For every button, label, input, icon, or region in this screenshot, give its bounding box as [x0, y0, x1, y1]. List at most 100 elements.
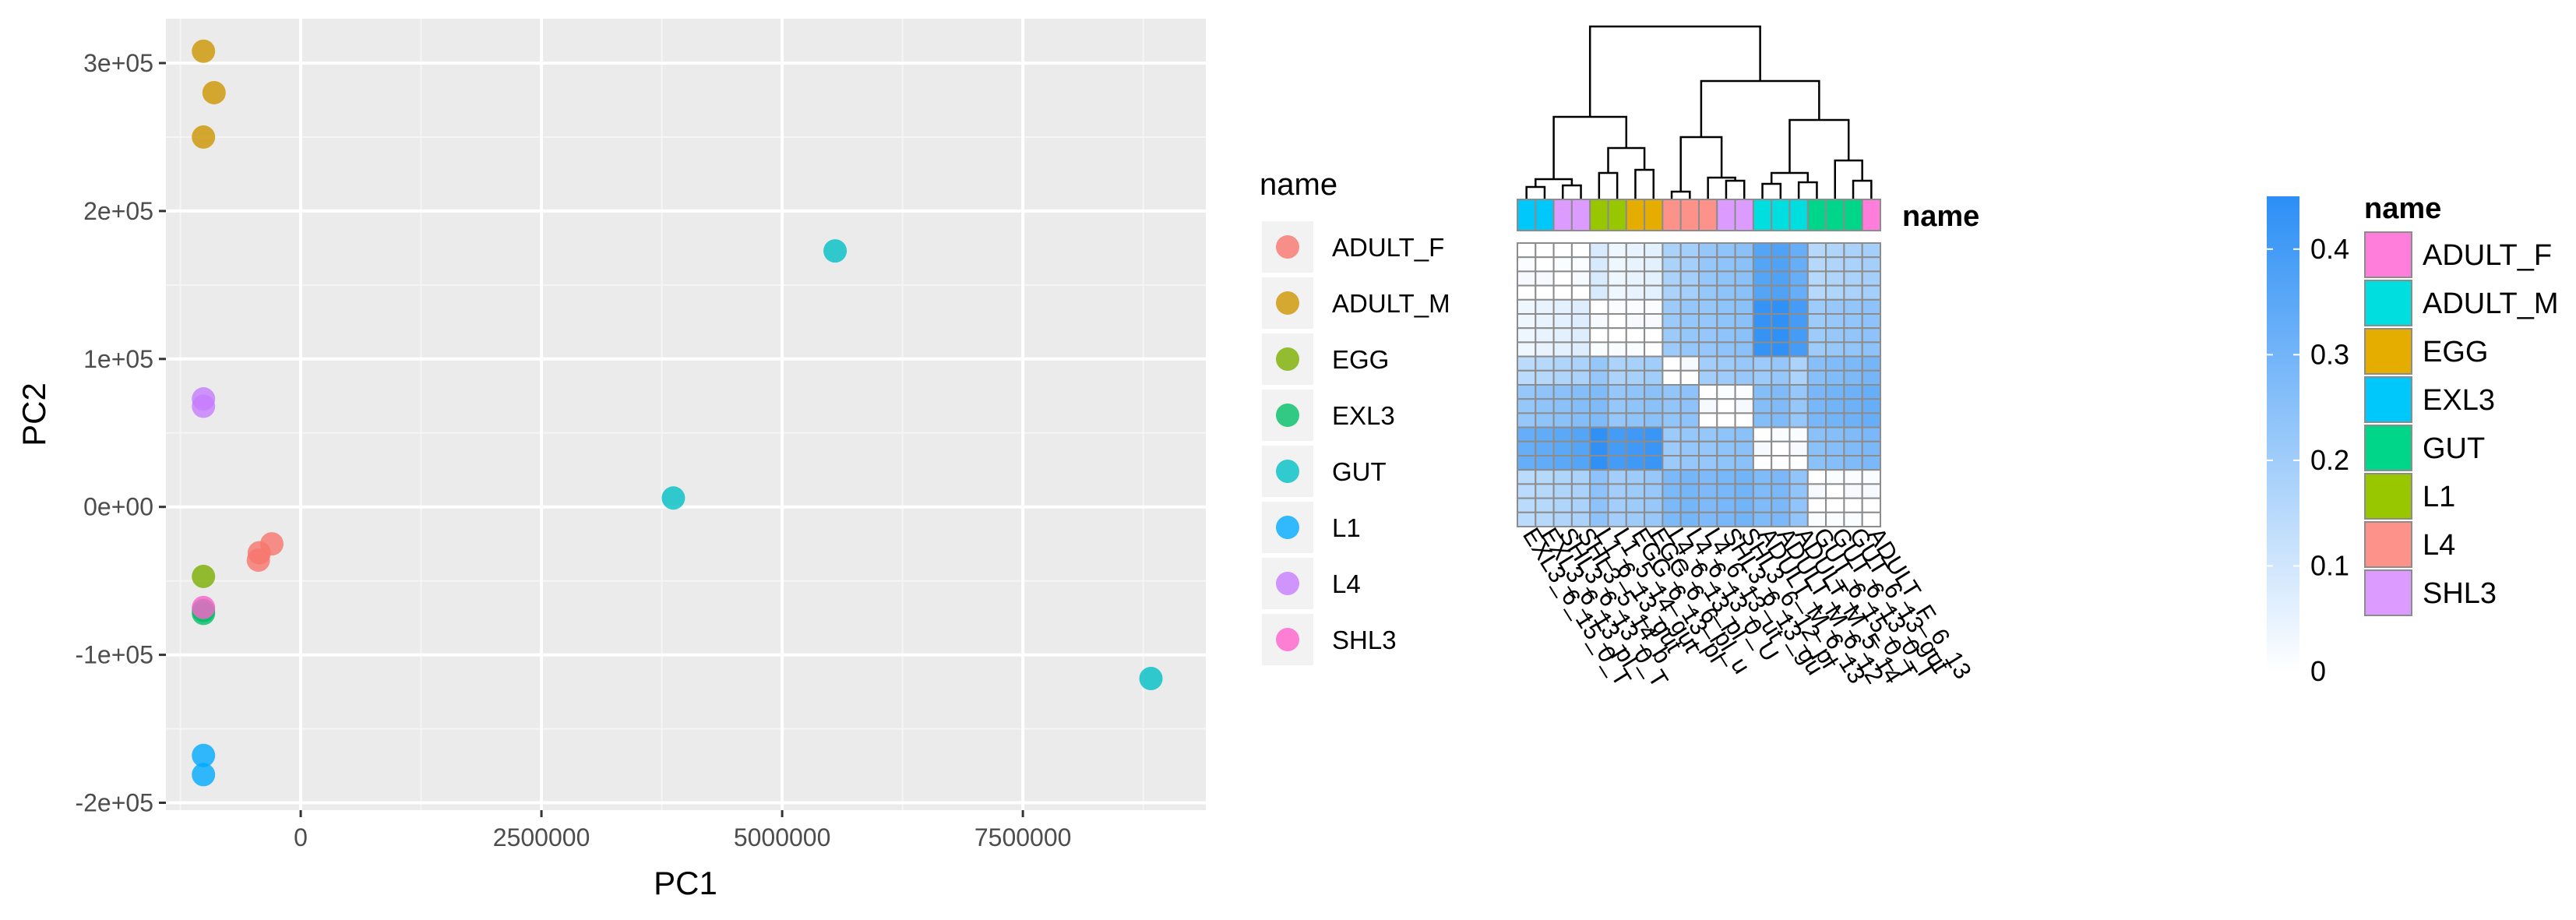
heatmap-cell: [1570, 440, 1591, 456]
heatmap-cell: [1698, 412, 1718, 428]
heatmap-cell: [1679, 412, 1700, 428]
heatmap-cell: [1788, 440, 1809, 456]
heatmap-cell: [1552, 426, 1573, 442]
y-tick-label: 0e+00: [83, 493, 153, 521]
heatmap-cell: [1843, 483, 1863, 499]
heatmap-cell: [1771, 284, 1791, 301]
y-axis-title: PC2: [16, 382, 52, 446]
heatmap-cell: [1517, 426, 1537, 442]
heatmap-cell: [1679, 270, 1700, 287]
heatmap-cell: [1861, 455, 1881, 471]
heatmap-cell: [1716, 497, 1736, 513]
heatmap-cell: [1843, 242, 1863, 259]
heatmap-cell: [1589, 242, 1609, 259]
heatmap-cell: [1698, 355, 1718, 372]
heatmap-cell: [1752, 384, 1773, 400]
heatmap-cell: [1734, 284, 1754, 301]
heatmap-cell: [1607, 242, 1627, 259]
data-points: [192, 39, 1163, 787]
heatmap-cell: [1570, 483, 1591, 499]
colorbar-tick-label: 0: [2310, 655, 2326, 687]
dendrogram-branch: [1725, 179, 1746, 199]
heatmap-cell: [1771, 341, 1791, 358]
x-tick-label: 7500000: [974, 823, 1072, 851]
heatmap-cell: [1625, 355, 1646, 372]
annotation-cell: [1771, 199, 1791, 231]
heatmap-cell: [1716, 412, 1736, 428]
heatmap-cell: [1679, 440, 1700, 456]
heatmap-cell: [1589, 455, 1609, 471]
heatmap-cell: [1825, 497, 1845, 513]
heatmap-cell: [1535, 327, 1555, 344]
heatmap-cell: [1843, 327, 1863, 344]
heatmap-cell: [1716, 455, 1736, 471]
heatmap-cell: [1806, 284, 1827, 301]
heatmap-cell: [1734, 327, 1754, 344]
colorbar-ticks: 0 0.1 0.2 0.3 0.4: [2267, 233, 2349, 687]
heatmap-cell: [1662, 284, 1682, 301]
heatmap-cell: [1625, 455, 1646, 471]
annotation-cell: [1806, 199, 1827, 231]
colorbar-tick-label: 0.2: [2310, 444, 2349, 476]
heatmap-cell: [1607, 412, 1627, 428]
legend-label: L4: [1332, 569, 1361, 598]
heatmap-cell: [1716, 426, 1736, 442]
heatmap-cell: [1788, 355, 1809, 372]
heatmap-cell: [1771, 398, 1791, 414]
heatmap-cell: [1625, 398, 1646, 414]
dendrogram-branch: [1588, 25, 1761, 117]
heatmap-cell: [1644, 242, 1664, 259]
heatmap-cell: [1625, 469, 1646, 485]
colorbar-tick-label: 0.3: [2310, 338, 2349, 370]
heatmap-cell: [1861, 497, 1881, 513]
heatmap-cell: [1589, 469, 1609, 485]
annotation-cell: [1589, 199, 1609, 231]
heatmap-cell: [1625, 440, 1646, 456]
heatmap-cell: [1517, 412, 1537, 428]
heatmap-cell: [1861, 440, 1881, 456]
heatmap-cell: [1644, 284, 1664, 301]
heatmap-cell: [1734, 298, 1754, 315]
heatmap-cell: [1825, 455, 1845, 471]
heatmap-cell: [1589, 384, 1609, 400]
annotation-cell: [1716, 199, 1736, 231]
heatmap-cell: [1607, 483, 1627, 499]
heatmap-cell: [1716, 398, 1736, 414]
heatmap-cell: [1698, 256, 1718, 273]
heatmap-cell: [1716, 341, 1736, 358]
heatmap-cell: [1607, 298, 1627, 315]
heatmap-cell: [1843, 497, 1863, 513]
heatmap-cell: [1552, 313, 1573, 330]
heatmap-cell: [1644, 256, 1664, 273]
heatmap-cell: [1517, 284, 1537, 301]
heatmap-legend-key: [2364, 328, 2412, 375]
data-point: [1139, 666, 1163, 690]
heatmap-cell: [1843, 384, 1863, 400]
heatmap-cell: [1625, 313, 1646, 330]
heatmap-cell: [1843, 469, 1863, 485]
dendrogram-branch: [1700, 79, 1820, 137]
heatmap-cell: [1861, 242, 1881, 259]
heatmap-cell: [1679, 455, 1700, 471]
heatmap-cell: [1644, 440, 1664, 456]
heatmap-cell: [1771, 256, 1791, 273]
colorbar-tick-label: 0.4: [2310, 233, 2349, 265]
heatmap-cell: [1589, 298, 1609, 315]
heatmap-border: [1517, 242, 1881, 527]
heatmap-cell: [1535, 256, 1555, 273]
heatmap-cell: [1861, 426, 1881, 442]
heatmap-cell: [1825, 384, 1845, 400]
heatmap-cell: [1752, 455, 1773, 471]
legend-key: [1276, 460, 1299, 483]
heatmap-cell: [1825, 426, 1845, 442]
heatmap-cell: [1698, 298, 1718, 315]
heatmap-cell: [1734, 256, 1754, 273]
heatmap-cell: [1843, 341, 1863, 358]
plot-panel-background: [166, 19, 1206, 810]
heatmap-cell: [1589, 327, 1609, 344]
heatmap-cell: [1644, 398, 1664, 414]
heatmap-cell: [1535, 384, 1555, 400]
heatmap-cell: [1734, 384, 1754, 400]
heatmap-cell: [1716, 384, 1736, 400]
heatmap-cell: [1752, 313, 1773, 330]
